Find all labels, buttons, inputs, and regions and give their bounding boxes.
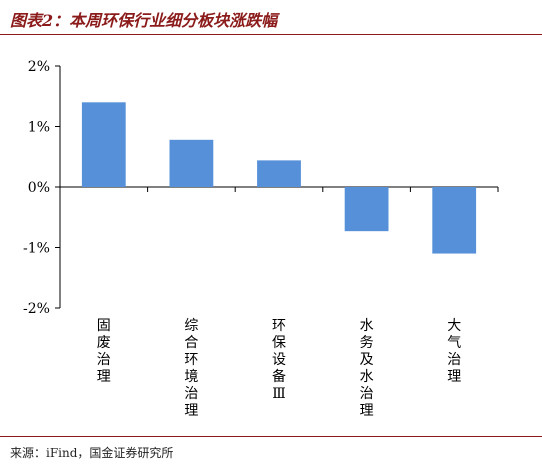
title-bar: 图表2：本周环保行业细分板块涨跌幅 bbox=[0, 0, 542, 36]
y-tick-label: 0% bbox=[28, 180, 50, 196]
chart-area: 2% 1% 0% -1% -2% 固废治理 综合环境治理 环保设备 Ⅲ 水务及水治理 大气治理 bbox=[0, 36, 542, 436]
y-tick-label: -1% bbox=[23, 241, 50, 257]
bar-5 bbox=[432, 187, 477, 254]
bar-chart: 2% 1% 0% -1% -2% 固废治理 综合环境治理 环保设备 Ⅲ 水务及水治理 大气治理 bbox=[23, 59, 499, 419]
bar-3 bbox=[257, 160, 301, 187]
category-label: 水务及水治理 bbox=[360, 318, 374, 419]
figure-title: 图表2：本周环保行业细分板块涨跌幅 bbox=[10, 11, 278, 30]
category-label: 环保设备 Ⅲ bbox=[272, 318, 286, 402]
source-note: 来源：iFind，国金证券研究所 bbox=[10, 446, 174, 460]
source-divider bbox=[0, 436, 542, 437]
bar-1 bbox=[81, 102, 126, 187]
y-tick-label: 1% bbox=[28, 120, 50, 136]
category-label: 固废治理 bbox=[97, 318, 111, 385]
y-tick-label: 2% bbox=[28, 59, 50, 75]
bar-4 bbox=[344, 187, 389, 232]
bar-2 bbox=[169, 139, 214, 187]
category-label: 综合环境治理 bbox=[184, 318, 198, 419]
category-label: 大气治理 bbox=[447, 318, 461, 385]
title-divider bbox=[0, 34, 542, 35]
y-tick-label: -2% bbox=[23, 301, 50, 317]
